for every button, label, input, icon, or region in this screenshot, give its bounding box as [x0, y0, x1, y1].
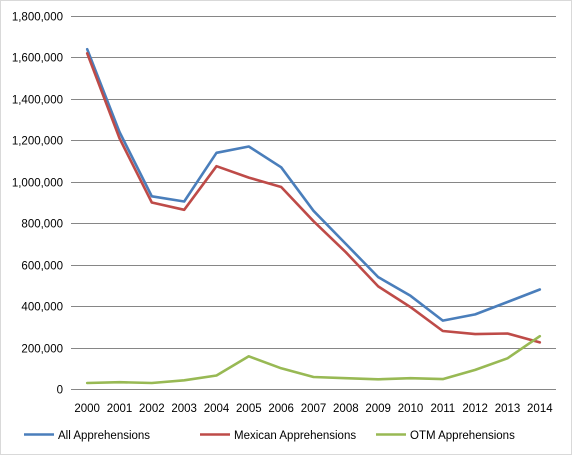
x-tick-label: 2000: [74, 403, 100, 415]
legend-label: Mexican Apprehensions: [234, 430, 356, 442]
y-tick-label: 1,400,000: [12, 95, 63, 107]
legend: All Apprehensions Mexican Apprehensions OT…: [24, 430, 515, 442]
legend-item: All Apprehensions: [24, 430, 150, 442]
y-tick-label: 400,000: [21, 302, 63, 314]
x-tick-label: 2001: [107, 403, 133, 415]
legend-item: OTM Apprehensions: [376, 430, 515, 442]
x-tick-label: 2007: [301, 403, 327, 415]
x-tick-label: 2006: [268, 403, 294, 415]
series-lines: [85, 47, 542, 385]
gridlines: [71, 16, 556, 349]
legend-label: OTM Apprehensions: [410, 430, 515, 442]
legend-item: Mexican Apprehensions: [200, 430, 356, 442]
legend-label: All Apprehensions: [58, 430, 150, 442]
y-tick-label: 1,200,000: [12, 136, 63, 148]
x-axis-tick-labels: 2000 2001 2002 2003 2004 2005 2006 2007 2008 2009…: [74, 403, 553, 415]
x-tick-label: 2005: [236, 403, 262, 415]
series-line-0: [85, 47, 542, 322]
x-tick-label: 2009: [365, 403, 391, 415]
y-tick-label: 600,000: [21, 261, 63, 273]
y-tick-label: 800,000: [21, 219, 63, 231]
x-tick-label: 2011: [430, 403, 455, 415]
x-tick-label: 2002: [139, 403, 165, 415]
x-tick-label: 2008: [333, 403, 359, 415]
y-tick-label: 0: [57, 385, 63, 397]
x-tick-label: 2014: [527, 403, 553, 415]
x-tick-label: 2013: [495, 403, 521, 415]
y-tick-label: 1,800,000: [12, 12, 63, 24]
x-tick-label: 2010: [398, 403, 424, 415]
y-axis-tick-labels: 0 200,000 400,000 600,000 800,000 1,000,000 1,…: [12, 12, 63, 397]
y-tick-label: 1,000,000: [12, 178, 63, 190]
y-tick-label: 1,600,000: [12, 53, 63, 65]
x-tick-label: 2004: [204, 403, 230, 415]
series-line-2: [85, 334, 542, 385]
x-tick-label: 2012: [462, 403, 488, 415]
x-tick-label: 2003: [171, 403, 197, 415]
y-tick-label: 200,000: [21, 344, 63, 356]
